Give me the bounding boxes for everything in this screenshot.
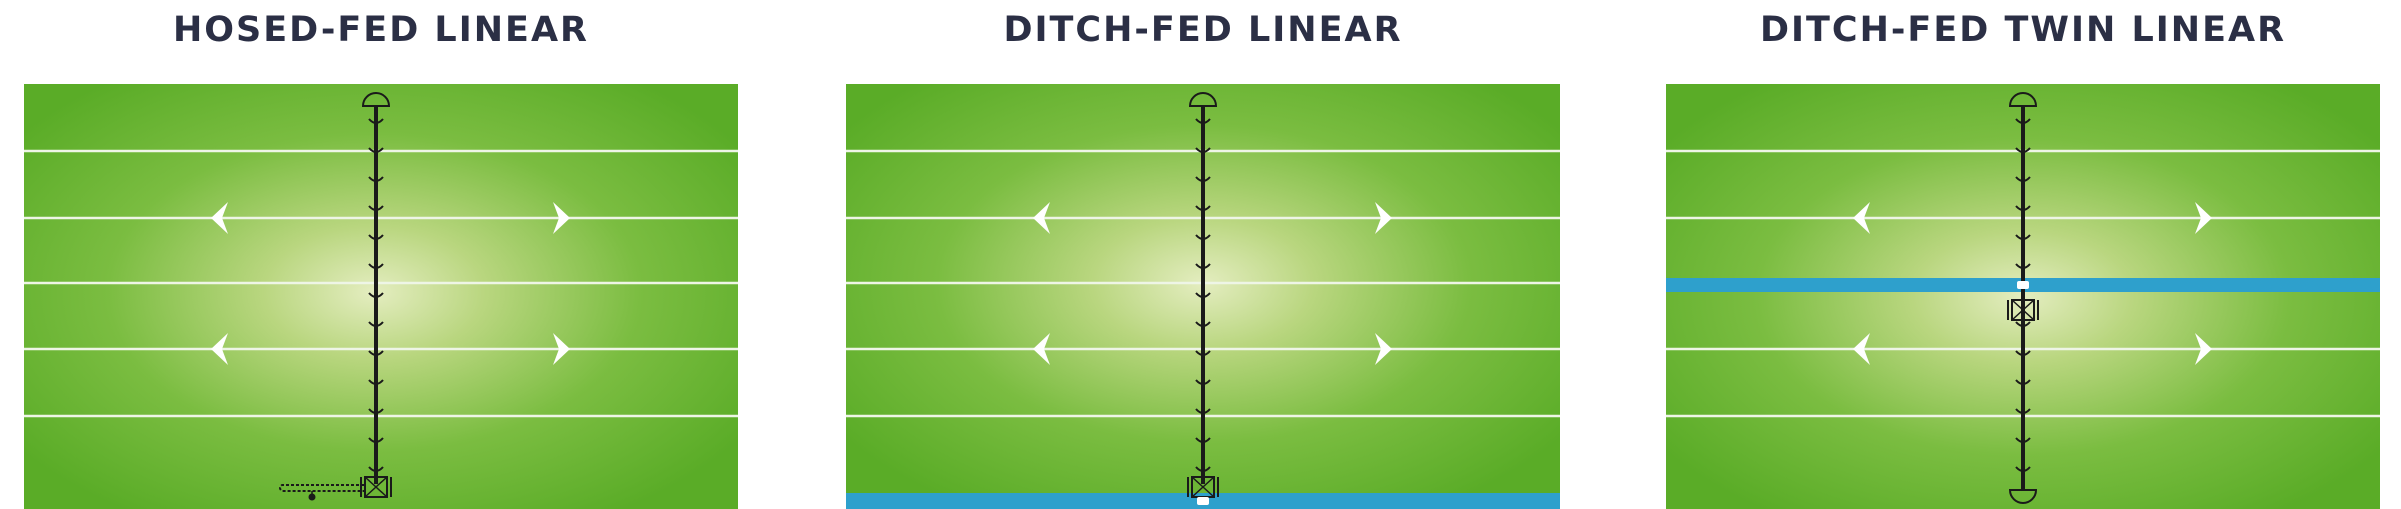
direction-arrow-icon <box>1853 202 1870 234</box>
sprinkler-drop <box>1195 466 1211 472</box>
direction-arrow-icon <box>1033 202 1050 234</box>
panel-title: DITCH-FED TWIN LINEAR <box>1759 10 2287 50</box>
sprinkler-drop <box>2015 321 2031 327</box>
sprinkler-drop <box>2015 263 2031 269</box>
sprinkler-drop <box>2015 350 2031 356</box>
panel-ditch-fed-linear: DITCH-FED LINEAR <box>846 0 1560 509</box>
sprinkler-drop <box>368 350 384 356</box>
direction-arrow-icon <box>1375 333 1392 365</box>
sprinkler-drop <box>1195 118 1211 124</box>
sprinkler-drop <box>1195 147 1211 153</box>
drive-cart-icon <box>1187 476 1219 498</box>
direction-arrow-icon <box>211 333 228 365</box>
panel-title: DITCH-FED LINEAR <box>1003 10 1403 50</box>
field-background <box>24 84 738 509</box>
sprinkler-drop <box>1195 176 1211 182</box>
sprinkler-drop <box>368 292 384 298</box>
sprinkler-drop <box>2015 379 2031 385</box>
sprinkler-drop <box>368 466 384 472</box>
sprinkler-drop <box>1195 437 1211 443</box>
water-inlet-icon <box>1197 497 1209 505</box>
direction-arrow-icon <box>553 333 570 365</box>
field-svg <box>24 84 738 509</box>
water-inlet-icon <box>2017 281 2029 289</box>
sprinkler-drop <box>368 234 384 240</box>
sprinkler-drop <box>2015 408 2031 414</box>
sprinkler-drop <box>368 321 384 327</box>
end-cap-icon <box>361 92 391 107</box>
sprinkler-drop <box>1195 321 1211 327</box>
direction-arrow-icon <box>211 202 228 234</box>
sprinkler-drop <box>368 379 384 385</box>
field-diagram <box>24 84 738 509</box>
sprinkler-drop <box>1195 263 1211 269</box>
sprinkler-drop <box>1195 205 1211 211</box>
sprinkler-drop <box>2015 437 2031 443</box>
sprinkler-drop <box>368 437 384 443</box>
field-diagram <box>846 84 1560 509</box>
direction-arrow-icon <box>1853 333 1870 365</box>
panel-ditch-fed-twin-linear: DITCH-FED TWIN LINEAR <box>1666 0 2380 509</box>
field-diagram <box>1666 84 2380 509</box>
end-cap-icon <box>2008 92 2038 107</box>
drive-cart-icon <box>360 476 392 498</box>
direction-arrow-icon <box>1033 333 1050 365</box>
direction-arrow-icon <box>2195 333 2212 365</box>
sprinkler-drop <box>2015 147 2031 153</box>
direction-arrow-icon <box>1375 202 1392 234</box>
end-cap-icon <box>1188 92 1218 107</box>
sprinkler-drop <box>1195 292 1211 298</box>
sprinkler-drop <box>368 147 384 153</box>
end-cap-icon <box>2008 489 2038 504</box>
sprinkler-drop <box>1195 408 1211 414</box>
panel-hosed-fed-linear: HOSED-FED LINEAR <box>24 0 738 509</box>
field-svg <box>846 84 1560 509</box>
sprinkler-drop <box>1195 234 1211 240</box>
sprinkler-drop <box>2015 466 2031 472</box>
sprinkler-drop <box>368 263 384 269</box>
direction-arrow-icon <box>553 202 570 234</box>
sprinkler-drop <box>2015 205 2031 211</box>
hose-icon <box>279 484 364 501</box>
direction-arrow-icon <box>2195 202 2212 234</box>
panel-title: HOSED-FED LINEAR <box>172 10 589 50</box>
sprinkler-drop <box>1195 379 1211 385</box>
sprinkler-drop <box>2015 234 2031 240</box>
sprinkler-drop <box>368 408 384 414</box>
sprinkler-drop <box>2015 176 2031 182</box>
drive-cart-icon <box>2007 299 2039 321</box>
sprinkler-drop <box>368 176 384 182</box>
sprinkler-drop <box>1195 350 1211 356</box>
sprinkler-drop <box>368 205 384 211</box>
field-svg <box>1666 84 2380 509</box>
sprinkler-drop <box>2015 118 2031 124</box>
sprinkler-drop <box>368 118 384 124</box>
